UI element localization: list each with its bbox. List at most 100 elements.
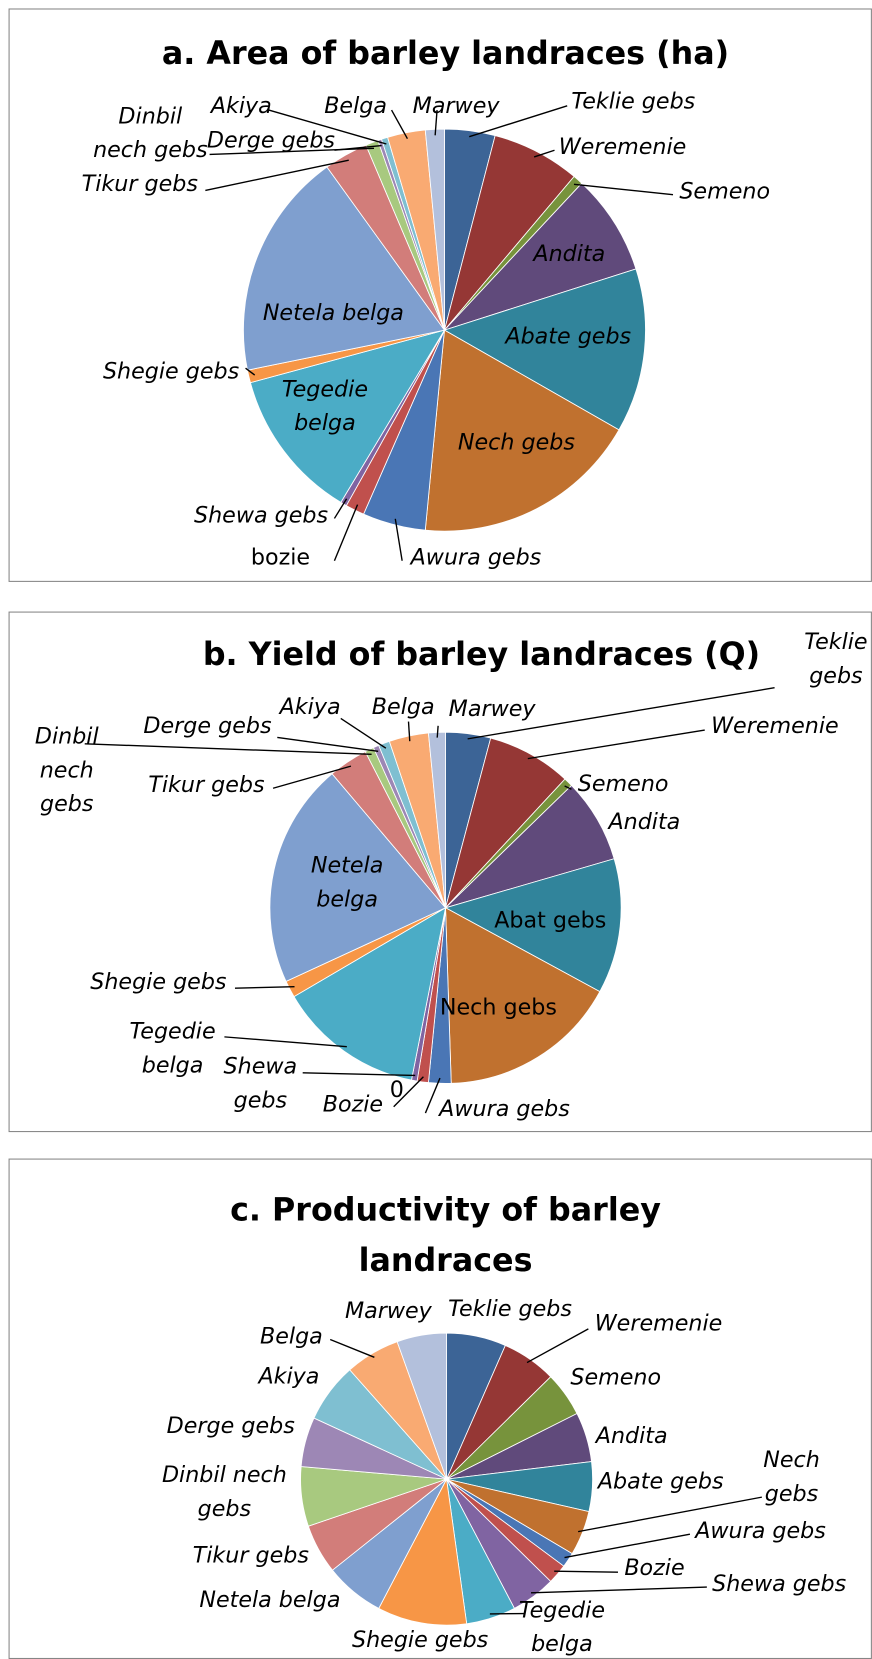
slice-label: Weremenie xyxy=(559,134,687,160)
slice-label: Akiya xyxy=(256,1363,319,1389)
leader-line xyxy=(224,1036,347,1048)
leader-line xyxy=(334,144,382,151)
chart-title: b. Yield of barley landraces (Q) xyxy=(203,637,760,673)
slice-label: Bozie xyxy=(323,1091,383,1117)
slice-label: Andita xyxy=(606,809,680,835)
leader-line xyxy=(277,736,379,752)
slice-label: Derge gebs xyxy=(207,127,336,153)
slice-label: Awura gebs xyxy=(437,1095,570,1121)
pie xyxy=(300,1332,594,1626)
slice-label: Akiya xyxy=(209,92,272,118)
pie-slice xyxy=(378,1477,468,1626)
pie-slice xyxy=(424,128,445,331)
pie xyxy=(243,128,646,532)
pie-slice xyxy=(396,1332,448,1480)
slice-label: Abat gebs xyxy=(494,907,606,933)
leader-line xyxy=(526,1328,589,1364)
pie-slice xyxy=(424,329,620,532)
pie-slice xyxy=(444,858,622,993)
leader-line xyxy=(469,105,568,138)
slice-label: Weremenie xyxy=(595,1310,723,1336)
slice-label: Shegie gebs xyxy=(90,968,227,994)
leader-line xyxy=(530,1586,707,1594)
slice-label: Shegie gebs xyxy=(352,1626,489,1652)
slice-label: Tegedie belga xyxy=(282,376,368,436)
slice-label: Shegie gebs xyxy=(103,358,240,384)
leader-line xyxy=(527,729,705,760)
slice-label: Tegedie belga xyxy=(519,1597,605,1657)
slice-label: Dinbil nech gebs xyxy=(93,103,208,163)
leader-line xyxy=(390,109,409,139)
slice-label: Teklie gebs xyxy=(571,88,695,114)
leader-line xyxy=(333,504,359,562)
slice-label: Belga xyxy=(324,92,387,118)
slice-label: Andita xyxy=(531,240,605,266)
slice-label: Netela belga xyxy=(311,852,383,912)
leader-line xyxy=(407,721,411,742)
slice-label: Shewa gebs xyxy=(712,1570,846,1596)
leader-line xyxy=(533,149,555,158)
slice-label: Awura gebs xyxy=(693,1517,826,1543)
leader-line xyxy=(302,1072,416,1077)
chart-title: c. Productivity of barley landraces xyxy=(230,1192,661,1279)
slice-label: Dinbil nech gebs xyxy=(35,723,100,817)
slice-label: Teklie gebs xyxy=(448,1295,572,1321)
slice-label: Marwey xyxy=(413,92,501,118)
leader-line xyxy=(436,725,439,738)
slice-label: Nech gebs xyxy=(458,429,575,455)
leader-line xyxy=(564,1533,691,1559)
slice-label: Dinbil nech gebs xyxy=(162,1461,287,1521)
leader-line xyxy=(424,1077,441,1114)
slice-label: Andita xyxy=(594,1422,668,1448)
slice-label: Derge gebs xyxy=(167,1413,296,1439)
leader-line xyxy=(245,367,256,376)
slice-label: Abate gebs xyxy=(503,323,631,349)
slice-label: Belga xyxy=(260,1323,323,1349)
pie-slice xyxy=(443,268,646,431)
pie-slice xyxy=(293,906,447,1081)
slice-label: Tikur gebs xyxy=(148,772,265,798)
slice-label: Tikur gebs xyxy=(193,1542,310,1568)
leader-line xyxy=(340,717,387,749)
leader-line xyxy=(329,1338,375,1358)
leader-line xyxy=(205,159,349,192)
leader-line xyxy=(393,1076,424,1108)
slice-label: Abate gebs xyxy=(596,1468,724,1494)
leader-line xyxy=(467,687,775,740)
leader-line xyxy=(272,765,352,789)
slice-label: Akiya xyxy=(278,693,341,719)
leader-line xyxy=(434,109,438,136)
pie-slice xyxy=(269,773,447,982)
slice-label: Semeno xyxy=(570,1364,661,1390)
pie-slice xyxy=(445,907,601,1084)
annotation: 0 xyxy=(390,1076,404,1102)
slice-label: Nech gebs xyxy=(440,994,557,1020)
slice-label: Belga xyxy=(372,693,435,719)
slice-label: Tikur gebs xyxy=(82,171,199,197)
slice-label: Semeno xyxy=(679,178,770,204)
leader-line xyxy=(268,109,387,145)
pie-slice xyxy=(249,329,446,503)
leader-line xyxy=(577,1496,763,1533)
pie-slice xyxy=(243,166,446,371)
slice-label: Teklie gebs xyxy=(804,629,867,689)
leader-line xyxy=(84,743,372,755)
slice-label: Netela belga xyxy=(263,300,404,326)
slice-label: Shewa gebs xyxy=(224,1053,298,1113)
pie xyxy=(269,731,622,1084)
leader-line xyxy=(554,1570,618,1573)
leader-line xyxy=(394,518,403,561)
slice-label: Shewa gebs xyxy=(194,502,328,528)
chart-title: a. Area of barley landraces (ha) xyxy=(162,36,729,72)
slice-label: Bozie xyxy=(624,1555,684,1581)
slice-label: bozie xyxy=(251,544,310,570)
slice-label: Awura gebs xyxy=(409,544,542,570)
slice-label: Tegedie belga xyxy=(129,1018,215,1078)
slice-label: Derge gebs xyxy=(143,712,272,738)
slice-label: Weremenie xyxy=(711,712,839,738)
leader-line xyxy=(573,183,674,196)
slice-label: Marwey xyxy=(345,1297,433,1323)
leader-line xyxy=(564,785,572,790)
slice-label: Semeno xyxy=(578,771,669,797)
